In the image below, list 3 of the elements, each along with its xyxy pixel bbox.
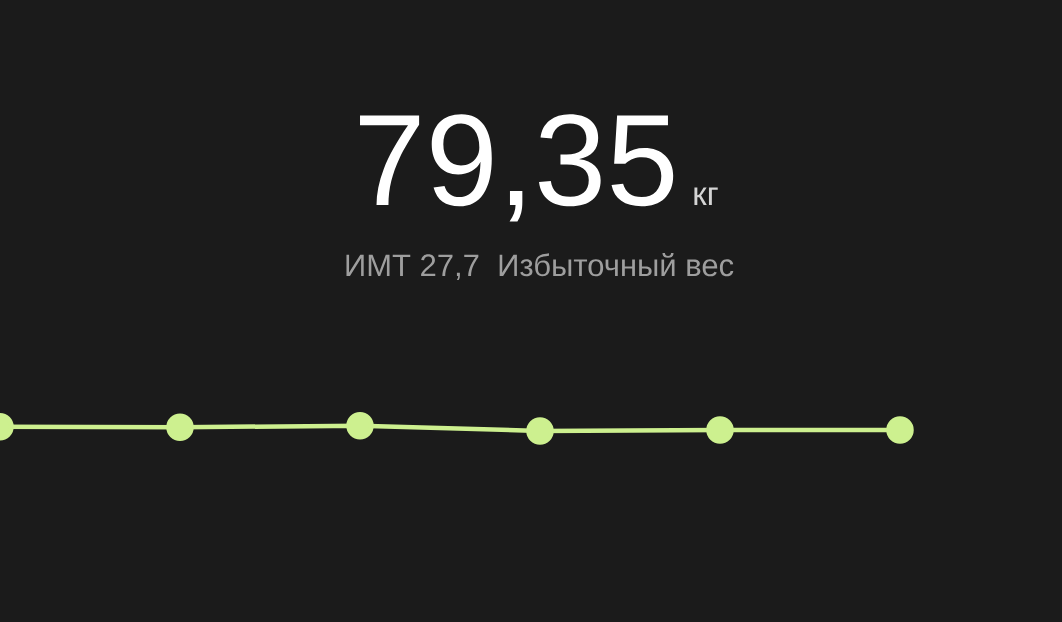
chart-title: 79,35 <box>360 114 674 222</box>
text: кг <box>694 187 718 205</box>
chart-subtitle: ИМТ 27,7 Избыточный вес <box>346 252 734 280</box>
